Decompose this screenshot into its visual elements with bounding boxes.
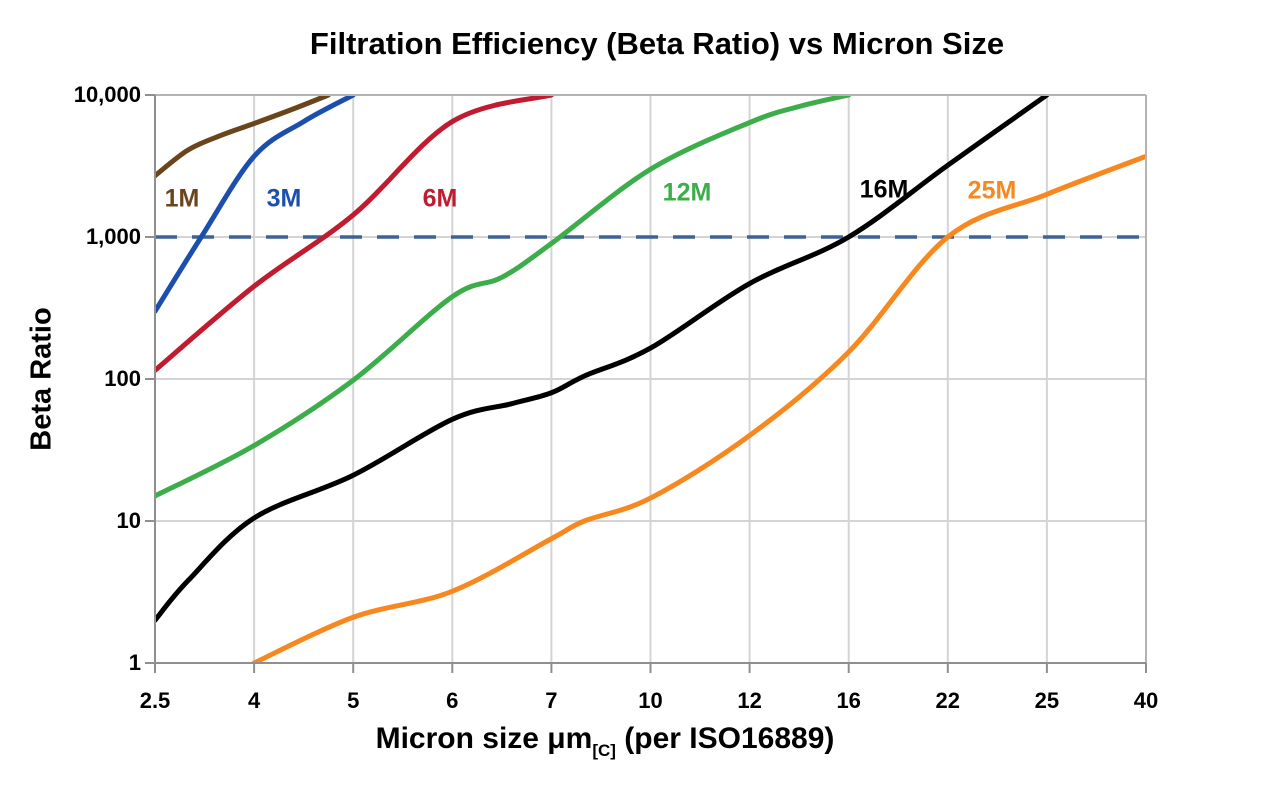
x-tick-label-22: 22 <box>935 688 961 713</box>
curve-label-6M: 6M <box>422 184 458 213</box>
curve-label-25M: 25M <box>967 176 1017 205</box>
x-tick-label-40: 40 <box>1133 688 1159 713</box>
curve-25M <box>251 153 1146 663</box>
y-tick-label-100: 100 <box>104 366 141 391</box>
curve-16M <box>155 95 1050 623</box>
x-tick-label-25: 25 <box>1034 688 1060 713</box>
y-tick-label-10,000: 10,000 <box>73 82 141 107</box>
x-tick-label-10: 10 <box>638 688 663 713</box>
x-tick-label-16: 16 <box>836 688 861 713</box>
curve-3M <box>155 95 356 314</box>
y-tick-label-1,000: 1,000 <box>85 224 141 249</box>
curve-12M <box>155 95 852 499</box>
curve-6M <box>155 95 554 373</box>
y-tick-label-1: 1 <box>128 650 141 675</box>
x-tick-label-5: 5 <box>347 688 360 713</box>
x-axis-title: Micron size μm[C] (per ISO16889) <box>375 722 835 760</box>
y-tick-label-10: 10 <box>116 508 141 533</box>
curve-1M <box>155 95 331 179</box>
x-axis-title-text: Micron size μm <box>375 722 593 755</box>
curve-label-3M: 3M <box>266 184 302 213</box>
x-axis-title-suffix: (per ISO16889) <box>615 722 835 755</box>
x-tick-label-6: 6 <box>446 688 459 713</box>
x-tick-label-4: 4 <box>247 688 261 713</box>
curve-label-16M: 16M <box>859 175 909 204</box>
x-tick-label-7: 7 <box>545 688 558 713</box>
curve-label-1M: 1M <box>164 184 200 213</box>
chart-title: Filtration Efficiency (Beta Ratio) vs Mi… <box>309 26 1005 61</box>
curve-label-12M: 12M <box>662 178 712 207</box>
x-tick-label-12: 12 <box>737 688 762 713</box>
x-tick-label-2.5: 2.5 <box>139 688 171 713</box>
x-axis-title-subscript: [C] <box>592 741 616 760</box>
